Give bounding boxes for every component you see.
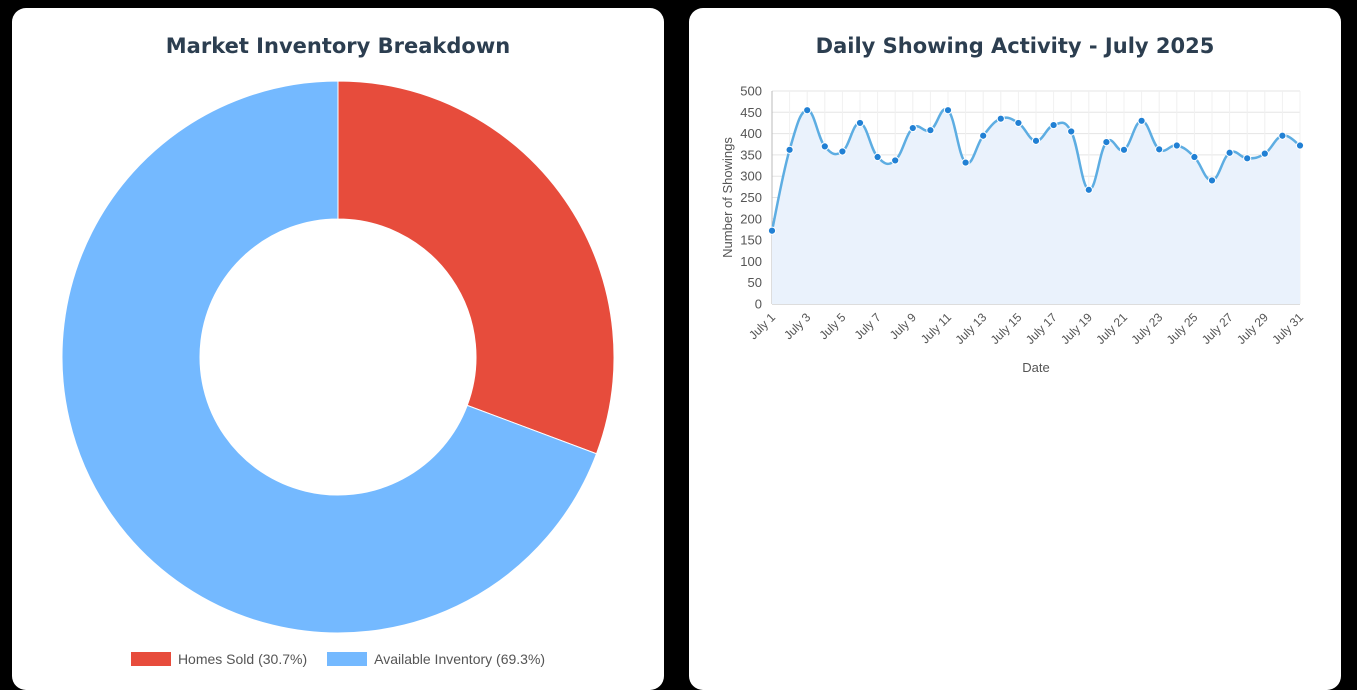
x-tick-label: July 15 <box>988 310 1025 347</box>
data-point-july-12[interactable] <box>961 158 970 167</box>
y-tick-label: 350 <box>740 147 762 162</box>
data-point-july-27[interactable] <box>1225 148 1234 157</box>
data-point-july-6[interactable] <box>855 118 865 128</box>
data-point-july-10[interactable] <box>926 126 935 135</box>
data-point-july-9[interactable] <box>908 123 917 133</box>
x-tick-label: July 1 <box>746 310 778 342</box>
data-point-july-25[interactable] <box>1190 152 1199 162</box>
data-point-july-11[interactable] <box>943 106 953 115</box>
legend-item-homes-sold[interactable]: Homes Sold (30.7%) <box>130 651 308 667</box>
y-tick-label: 250 <box>740 190 762 205</box>
data-point-july-13[interactable] <box>979 131 988 140</box>
y-tick-label: 400 <box>740 126 762 141</box>
y-tick-label: 500 <box>740 84 762 99</box>
y-tick-label: 100 <box>740 254 762 269</box>
y-tick-label: 150 <box>740 233 762 248</box>
data-point-july-23[interactable] <box>1155 145 1164 154</box>
legend-swatch-homes-sold <box>130 652 171 666</box>
data-point-july-1[interactable] <box>767 226 777 235</box>
pie-slice-homes-sold[interactable] <box>337 80 615 455</box>
x-tick-label: July 23 <box>1129 310 1166 347</box>
data-point-july-18[interactable] <box>1067 127 1076 136</box>
line-chart-title: Daily Showing Activity - July 2025 <box>815 34 1215 58</box>
data-point-july-17[interactable] <box>1049 120 1058 130</box>
data-point-july-26[interactable] <box>1207 176 1217 185</box>
pie-slice-available-inventory[interactable] <box>61 80 598 634</box>
x-tick-label: July 11 <box>918 310 954 346</box>
x-tick-label: July 13 <box>953 310 990 347</box>
pie-legend: Homes Sold (30.7%) Available Inventory (… <box>12 651 664 667</box>
data-point-july-4[interactable] <box>820 142 829 151</box>
y-axis-title: Number of Showings <box>720 137 735 258</box>
data-point-july-19[interactable] <box>1084 185 1093 194</box>
y-tick-label: 50 <box>748 275 762 290</box>
x-tick-label: July 29 <box>1234 310 1271 347</box>
x-tick-label: July 19 <box>1058 310 1095 347</box>
data-point-july-16[interactable] <box>1031 136 1041 145</box>
data-point-july-29[interactable] <box>1260 149 1269 158</box>
line-area-fill <box>772 109 1300 304</box>
data-point-july-31[interactable] <box>1295 141 1305 150</box>
data-point-july-3[interactable] <box>803 106 812 115</box>
legend-label-homes-sold: Homes Sold (30.7%) <box>177 651 308 667</box>
y-tick-label: 200 <box>740 211 762 226</box>
x-tick-label: July 17 <box>1023 310 1060 347</box>
x-tick-label: July 25 <box>1164 310 1201 347</box>
y-tick-label: 0 <box>755 297 762 312</box>
x-tick-label: July 7 <box>852 310 884 342</box>
data-point-july-15[interactable] <box>1014 118 1023 128</box>
pie-chart-title: Market Inventory Breakdown <box>165 34 511 58</box>
line-chart-card: Daily Showing Activity - July 2025 0 50 10… <box>689 8 1341 690</box>
y-tick-label: 300 <box>740 169 762 184</box>
data-point-july-21[interactable] <box>1119 145 1129 154</box>
data-point-july-30[interactable] <box>1278 131 1287 140</box>
data-point-july-5[interactable] <box>838 147 847 156</box>
legend-item-available-inventory[interactable]: Available Inventory (69.3%) <box>327 651 545 667</box>
x-tick-label: July 21 <box>1093 310 1130 347</box>
x-tick-label: July 27 <box>1199 310 1236 347</box>
data-point-july-20[interactable] <box>1102 138 1111 147</box>
legend-label-available-inventory: Available Inventory (69.3%) <box>374 651 546 667</box>
data-point-july-22[interactable] <box>1137 116 1146 125</box>
legend-swatch-available-inventory <box>327 652 368 666</box>
x-tick-label: July 5 <box>816 310 848 342</box>
data-point-july-7[interactable] <box>873 152 882 162</box>
pie-chart <box>61 80 615 634</box>
data-point-july-2[interactable] <box>785 145 794 154</box>
x-tick-label: July 31 <box>1269 310 1306 347</box>
data-point-july-28[interactable] <box>1243 154 1252 163</box>
x-axis-title: Date <box>1022 360 1049 375</box>
x-tick-label: July 9 <box>887 310 919 342</box>
data-point-july-14[interactable] <box>996 114 1005 123</box>
data-point-july-8[interactable] <box>891 156 900 165</box>
pie-chart-card: Market Inventory Breakdown Homes Sold (3… <box>12 8 664 690</box>
y-tick-label: 450 <box>740 105 762 120</box>
data-point-july-24[interactable] <box>1172 141 1181 150</box>
x-tick-label: July 3 <box>781 310 813 342</box>
